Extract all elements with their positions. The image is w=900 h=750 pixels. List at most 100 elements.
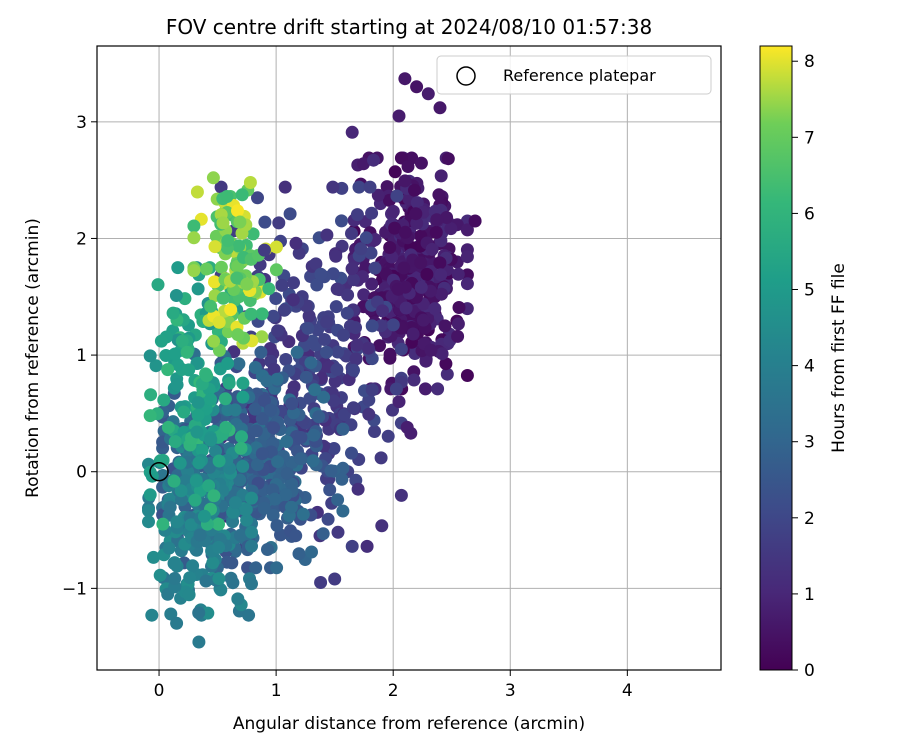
data-point [228, 403, 242, 417]
colorbar: 0 1 2 3 4 5 6 7 8 Hours from first FF file [759, 45, 849, 681]
data-point [400, 420, 414, 434]
data-point [410, 80, 424, 94]
data-point [321, 512, 335, 526]
reference-platepar-marker [149, 461, 169, 482]
x-tick-label: 1 [271, 681, 282, 701]
data-point [254, 345, 268, 359]
data-point [398, 174, 412, 188]
data-point [208, 275, 221, 289]
data-point [248, 402, 262, 416]
data-point [350, 338, 364, 352]
data-point [451, 329, 465, 343]
data-point [246, 227, 260, 241]
data-point [368, 261, 382, 275]
data-point [359, 231, 373, 245]
data-point [229, 496, 242, 510]
data-point [330, 363, 344, 376]
data-point [280, 435, 294, 448]
data-point [367, 153, 380, 167]
data-point [314, 267, 328, 281]
data-point [180, 345, 194, 359]
data-point [336, 422, 350, 436]
data-point [142, 515, 155, 529]
data-point [204, 393, 218, 406]
data-point [347, 273, 360, 287]
data-point [204, 299, 218, 313]
data-point [257, 243, 271, 257]
data-point [177, 405, 191, 419]
colorbar-tick-label: 0 [804, 661, 815, 681]
data-point [306, 454, 320, 468]
data-point [337, 328, 350, 342]
data-point [255, 307, 269, 321]
data-point [167, 474, 181, 488]
data-point [435, 347, 449, 361]
data-point [166, 306, 180, 320]
data-point [195, 443, 209, 457]
data-point [432, 188, 446, 202]
data-point [234, 441, 248, 455]
data-point [420, 267, 434, 281]
data-point [182, 363, 196, 377]
data-point [199, 262, 213, 276]
data-point [266, 309, 280, 323]
data-point [287, 276, 300, 290]
plot-frame [96, 45, 722, 671]
data-point [323, 483, 337, 497]
data-point [294, 431, 308, 444]
x-tick-label: 0 [154, 681, 165, 701]
data-point [345, 227, 358, 240]
colorbar-tick-label: 6 [804, 204, 815, 224]
chart-title: FOV centre drift starting at 2024/08/10 … [166, 15, 652, 39]
data-point [292, 246, 306, 260]
data-point [199, 574, 213, 588]
data-point [365, 383, 379, 397]
data-point [335, 472, 349, 486]
data-point [173, 456, 187, 470]
data-point [204, 433, 218, 447]
data-point [345, 262, 359, 276]
data-point [431, 382, 445, 396]
data-point [362, 407, 376, 421]
data-point [249, 561, 263, 575]
data-point [408, 183, 421, 197]
data-point [421, 87, 435, 101]
data-point [289, 529, 303, 543]
data-point [279, 353, 293, 366]
data-point [407, 373, 421, 387]
data-point [144, 388, 158, 402]
data-point [327, 394, 341, 408]
data-points [142, 72, 482, 649]
axis-ticks: 0 1 2 3 4 −1 0 1 2 3 [62, 113, 633, 701]
data-point [168, 435, 182, 449]
data-point [302, 309, 316, 323]
data-point [383, 347, 397, 361]
data-point [409, 207, 423, 221]
data-point [401, 160, 415, 173]
data-point [357, 157, 370, 171]
legend-marker [456, 66, 476, 86]
data-point [451, 267, 465, 281]
data-point [188, 493, 202, 507]
y-tick-label: 1 [76, 346, 87, 366]
data-point [175, 334, 189, 348]
data-point [151, 278, 165, 292]
data-point [143, 488, 157, 502]
data-point [221, 234, 235, 248]
data-point [225, 556, 239, 570]
data-point [216, 216, 230, 230]
data-point [365, 206, 379, 220]
data-point [440, 367, 454, 381]
data-point [410, 216, 424, 230]
data-point [430, 213, 444, 227]
data-point [374, 451, 388, 465]
data-point [161, 420, 175, 434]
data-point [357, 288, 371, 302]
data-point [375, 519, 389, 533]
data-point [235, 188, 249, 202]
data-point [266, 508, 280, 522]
data-point [285, 397, 299, 411]
data-point [245, 491, 258, 505]
data-point [434, 268, 448, 282]
data-point [285, 500, 298, 514]
